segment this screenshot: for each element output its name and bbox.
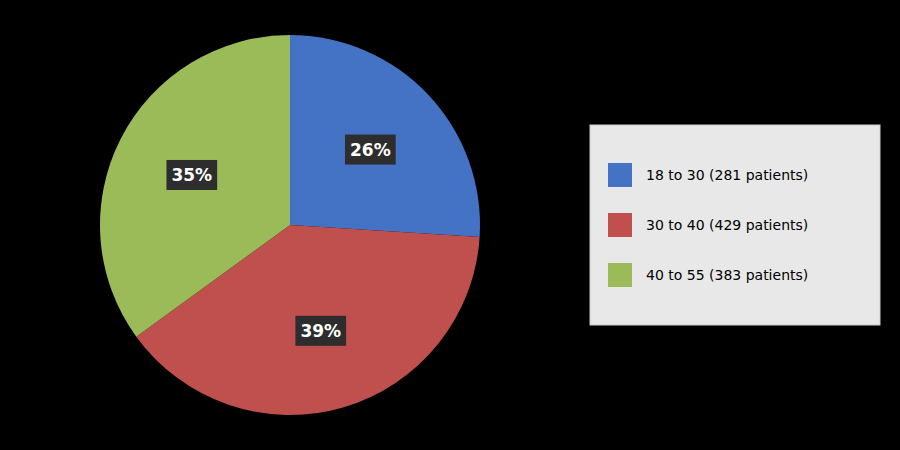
legend-label: 40 to 55 (383 patients) (646, 267, 808, 283)
data-label: 39% (300, 321, 341, 341)
legend-background (590, 125, 880, 325)
legend-swatch (608, 263, 632, 287)
chart: 26% 39% 35% 18 to 30 (281 patients) 30 to 40… (0, 0, 900, 450)
pie-slice (290, 35, 480, 237)
data-label-box (166, 160, 217, 190)
legend-label: 18 to 30 (281 patients) (646, 167, 808, 183)
data-label-box (295, 316, 346, 346)
legend-swatch (608, 163, 632, 187)
slices (100, 35, 480, 415)
data-label: 35% (171, 165, 212, 185)
data-label: 26% (350, 140, 391, 160)
pie-slice (100, 35, 290, 337)
data-label-box (345, 135, 396, 165)
background (0, 0, 900, 450)
legend-label: 30 to 40 (429 patients) (646, 217, 808, 233)
data-labels: 26% 39% 35% (166, 135, 395, 346)
chart-container: 26% 39% 35% 18 to 30 (281 patients) 30 to 40… (0, 0, 900, 450)
legend-swatch (608, 213, 632, 237)
legend: 18 to 30 (281 patients) 30 to 40 (429 pat… (590, 125, 880, 325)
